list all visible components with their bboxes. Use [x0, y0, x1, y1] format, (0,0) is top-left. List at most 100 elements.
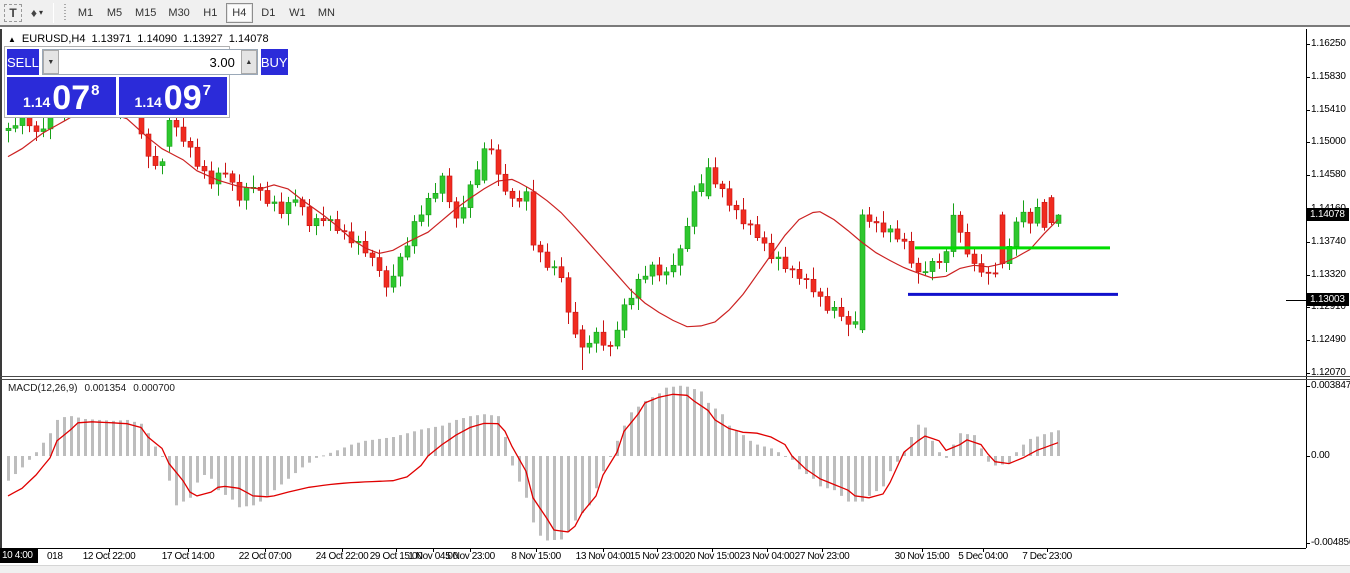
candle [1006, 246, 1013, 264]
candle [705, 167, 712, 197]
candle [516, 198, 523, 202]
timeframe-button-w1[interactable]: W1 [289, 6, 306, 19]
candle [831, 307, 838, 311]
macd-histogram-bar [294, 456, 297, 474]
macd-histogram-bar [567, 456, 570, 532]
candle [572, 311, 579, 335]
macd-histogram-bar [133, 421, 136, 456]
macd-chart[interactable] [0, 380, 1306, 547]
macd-histogram-bar [1029, 438, 1032, 456]
candle [901, 238, 908, 242]
macd-histogram-bar [7, 456, 10, 481]
macd-histogram-bar [616, 440, 619, 456]
macd-histogram-bar [70, 416, 73, 456]
candle [278, 201, 285, 214]
macd-histogram-bar [861, 456, 864, 502]
candle [600, 331, 607, 346]
timeframe-button-m1[interactable]: M1 [77, 6, 94, 19]
candle [390, 275, 397, 288]
arrows-indicator-icon[interactable]: ♦ ▾ [26, 3, 48, 23]
candle [460, 207, 467, 219]
candle [992, 272, 999, 275]
candle [859, 214, 866, 331]
macd-histogram-bar [490, 415, 493, 456]
macd-histogram-bar [28, 456, 31, 460]
macd-histogram-bar [994, 456, 997, 466]
price-chart[interactable] [0, 29, 1306, 377]
macd-histogram-bar [504, 437, 507, 456]
candle [824, 296, 831, 311]
candle [656, 264, 663, 276]
macd-histogram-bar [700, 391, 703, 456]
macd-histogram-bar [35, 452, 38, 456]
macd-histogram-bar [742, 435, 745, 456]
volume-increase-button[interactable]: ▲ [240, 50, 257, 74]
macd-histogram-bar [574, 456, 577, 521]
macd-histogram-bar [812, 456, 815, 479]
candle [761, 237, 768, 244]
timeframe-button-mn[interactable]: MN [317, 6, 335, 19]
ask-price-pipette: 7 [202, 82, 211, 99]
ask-price-button[interactable]: 1.14 09 7 [118, 77, 227, 115]
bid-price-button[interactable]: 1.14 07 8 [7, 77, 116, 115]
candle [5, 127, 12, 131]
macd-histogram-bar [392, 437, 395, 456]
time-axis-tick [396, 548, 397, 552]
macd-histogram-bar [1036, 436, 1039, 456]
volume-decrease-button[interactable]: ▼ [42, 50, 59, 74]
macd-histogram-bar [763, 446, 766, 456]
macd-histogram-bar [371, 439, 374, 456]
candle [411, 221, 418, 247]
macd-histogram-bar [42, 442, 45, 456]
price-axis-label: 1.12910 [1311, 300, 1346, 312]
timeframe-button-d1[interactable]: D1 [261, 6, 276, 19]
candle [670, 264, 677, 273]
timeframe-button-m15[interactable]: M15 [135, 6, 157, 19]
macd-histogram-bar [924, 427, 927, 456]
moving-average-line[interactable] [7, 108, 1059, 328]
candle [236, 181, 243, 201]
time-axis-tick [712, 548, 713, 552]
candle [621, 304, 628, 331]
candle [663, 271, 670, 276]
buy-button[interactable]: BUY [260, 49, 288, 75]
text-label-tool-icon[interactable]: T [4, 3, 22, 22]
candle [950, 214, 957, 252]
candle [775, 256, 782, 259]
volume-input[interactable] [58, 50, 241, 74]
macd-histogram-bar [273, 456, 276, 491]
candle [558, 266, 565, 279]
macd-histogram-bar [735, 430, 738, 456]
candle [425, 198, 432, 216]
sell-button[interactable]: SELL [7, 49, 39, 75]
candle [201, 166, 208, 172]
candle [719, 183, 726, 190]
toolbar-grip-handle[interactable] [63, 3, 67, 22]
candle [943, 251, 950, 263]
macd-histogram-bar [343, 447, 346, 456]
macd-histogram-bar [854, 456, 857, 502]
candle [383, 270, 390, 288]
timeframe-button-m30[interactable]: M30 [168, 6, 190, 19]
macd-histogram-bar [231, 456, 234, 500]
candle [446, 175, 453, 203]
macd-histogram-bar [378, 438, 381, 456]
macd-histogram-bar [105, 420, 108, 456]
ohlc-close: 1.14078 [228, 33, 269, 45]
macd-histogram-bar [329, 452, 332, 456]
price-axis-tick [1306, 274, 1310, 276]
macd-histogram-bar [875, 456, 878, 492]
macd-histogram-bar [623, 425, 626, 456]
price-axis-label: 1.14580 [1311, 169, 1346, 181]
candle [271, 201, 278, 204]
timeframe-button-m5[interactable]: M5 [106, 6, 123, 19]
macd-histogram-bar [280, 456, 283, 485]
macd-histogram-bar [665, 387, 668, 456]
timeframe-button-h1[interactable]: H1 [203, 6, 218, 19]
candle [677, 248, 684, 266]
macd-histogram-bar [14, 456, 17, 475]
macd-histogram-bar [21, 456, 24, 468]
symbol-name: EURUSD,H4 [21, 33, 86, 45]
timeframe-button-h4[interactable]: H4 [225, 2, 253, 23]
pane-separator[interactable] [0, 376, 1350, 377]
